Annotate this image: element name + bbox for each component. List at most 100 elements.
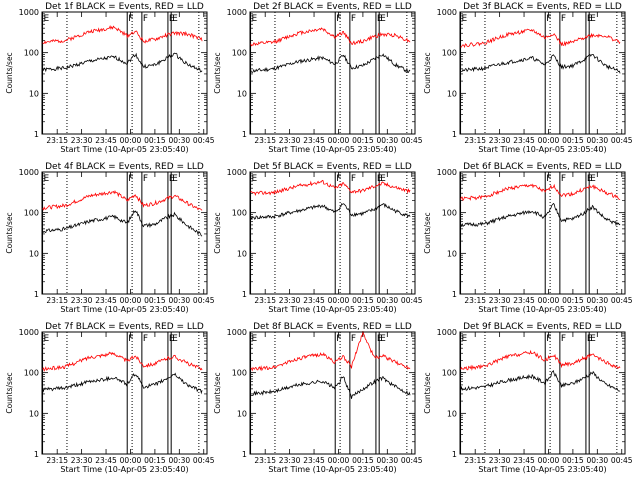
marker-label: E xyxy=(590,334,596,344)
marker-label: F xyxy=(351,14,356,24)
x-axis-label: Start Time (10-Apr-05 23:05:40) xyxy=(60,305,188,314)
x-tick-label: 23:15 xyxy=(464,296,486,305)
x-axis-label: Start Time (10-Apr-05 23:05:40) xyxy=(60,465,188,474)
series-line-events xyxy=(460,370,621,392)
x-tick-label: 23:45 xyxy=(95,296,117,305)
y-tick-label: 1000 xyxy=(227,8,247,17)
marker-label: E xyxy=(172,14,178,24)
series-line-lld xyxy=(460,349,621,371)
y-axis-label: Counts/sec xyxy=(5,212,14,253)
x-tick-label: 23:45 xyxy=(513,136,535,145)
x-tick-label: 00:45 xyxy=(193,296,215,305)
x-tick-label: 00:15 xyxy=(352,296,374,305)
marker-label: F xyxy=(143,174,148,184)
plot-frame xyxy=(41,11,208,135)
y-tick-label: 100 xyxy=(232,369,247,378)
marker-label: E xyxy=(462,174,468,184)
marker-label: F xyxy=(546,334,551,344)
chart-panel: Det 2f BLACK = Events, RED = LLD 1 10 100 10… xyxy=(213,2,423,154)
y-tick-label: 1000 xyxy=(19,168,39,177)
plot-frame xyxy=(249,171,416,295)
x-tick-label: 23:30 xyxy=(489,296,511,305)
marker-label: E xyxy=(172,334,178,344)
x-tick-label: 23:30 xyxy=(489,456,511,465)
series-line-lld xyxy=(42,190,203,211)
marker-label: F xyxy=(128,14,133,24)
y-tick-label: 1000 xyxy=(19,328,39,337)
marker-label: E xyxy=(252,14,258,24)
x-tick-label: 00:45 xyxy=(193,136,215,145)
chart-title: Det 4f BLACK = Events, RED = LLD xyxy=(45,162,204,172)
x-tick-label: 23:45 xyxy=(513,296,535,305)
x-tick-label: 00:45 xyxy=(193,456,215,465)
x-tick-label: 23:15 xyxy=(46,456,68,465)
marker-label: E xyxy=(587,174,593,184)
y-tick-label: 10 xyxy=(29,249,39,258)
x-tick-label: 00:45 xyxy=(401,456,423,465)
x-tick-label: 23:30 xyxy=(71,136,93,145)
x-tick-label: 00:00 xyxy=(120,136,142,145)
y-tick-label: 1000 xyxy=(19,8,39,17)
plot-frame xyxy=(249,11,416,135)
series-line-lld xyxy=(42,351,203,372)
x-tick-label: 23:15 xyxy=(254,136,276,145)
y-tick-label: 10 xyxy=(29,409,39,418)
x-tick-label: 23:45 xyxy=(95,136,117,145)
x-tick-label: 23:45 xyxy=(303,136,325,145)
series-line-lld xyxy=(42,25,203,44)
series-line-events xyxy=(250,376,411,399)
marker-label: E xyxy=(380,174,386,184)
y-tick-label: 100 xyxy=(24,49,39,58)
y-tick-label: 1 xyxy=(242,450,247,459)
y-tick-label: 1 xyxy=(452,450,457,459)
marker-label: E xyxy=(44,334,50,344)
chart-panel: Det 8f BLACK = Events, RED = LLD 1 10 100 10… xyxy=(213,322,423,474)
chart-panel: Det 4f BLACK = Events, RED = LLD 1 10 100 10… xyxy=(5,162,215,314)
x-tick-label: 23:15 xyxy=(254,456,276,465)
marker-label: E xyxy=(377,14,383,24)
x-tick-label: 00:30 xyxy=(377,456,399,465)
chart-panel: Det 5f BLACK = Events, RED = LLD 1 10 100 10… xyxy=(213,162,423,314)
marker-label: F xyxy=(336,174,341,184)
x-tick-label: 00:15 xyxy=(562,456,584,465)
chart-title: Det 1f BLACK = Events, RED = LLD xyxy=(45,2,204,12)
plot-frame xyxy=(459,171,626,295)
x-tick-label: 23:15 xyxy=(254,296,276,305)
x-tick-label: 00:15 xyxy=(144,456,166,465)
marker-label: E xyxy=(590,14,596,24)
x-tick-label: 23:15 xyxy=(464,456,486,465)
chart-title: Det 8f BLACK = Events, RED = LLD xyxy=(253,322,412,332)
chart-title: Det 2f BLACK = Events, RED = LLD xyxy=(253,2,412,12)
y-tick-label: 100 xyxy=(232,49,247,58)
y-tick-label: 10 xyxy=(447,409,457,418)
y-axis-label: Counts/sec xyxy=(423,372,432,413)
x-tick-label: 00:15 xyxy=(562,296,584,305)
y-tick-label: 1000 xyxy=(437,8,457,17)
marker-label: E xyxy=(44,174,50,184)
y-tick-label: 10 xyxy=(237,409,247,418)
x-tick-label: 23:45 xyxy=(303,456,325,465)
y-tick-label: 100 xyxy=(442,49,457,58)
chart-panel: Det 9f BLACK = Events, RED = LLD 1 10 100 10… xyxy=(423,322,633,474)
marker-label: F xyxy=(546,14,551,24)
x-tick-label: 00:15 xyxy=(352,456,374,465)
marker-label: E xyxy=(252,174,258,184)
x-tick-label: 00:00 xyxy=(538,456,560,465)
marker-label: E xyxy=(377,174,383,184)
series-line-events xyxy=(460,53,621,74)
x-tick-label: 23:30 xyxy=(279,136,301,145)
x-tick-label: 00:00 xyxy=(538,296,560,305)
y-tick-label: 1000 xyxy=(437,168,457,177)
x-tick-label: 00:15 xyxy=(144,296,166,305)
x-tick-label: 00:30 xyxy=(587,296,609,305)
marker-label: F xyxy=(336,334,341,344)
series-line-lld xyxy=(250,27,411,47)
x-tick-label: 00:30 xyxy=(169,456,191,465)
x-tick-label: 00:45 xyxy=(401,296,423,305)
x-axis-label: Start Time (10-Apr-05 23:05:40) xyxy=(268,465,396,474)
x-tick-label: 23:30 xyxy=(489,136,511,145)
y-axis-label: Counts/sec xyxy=(5,372,14,413)
y-tick-label: 1 xyxy=(452,290,457,299)
